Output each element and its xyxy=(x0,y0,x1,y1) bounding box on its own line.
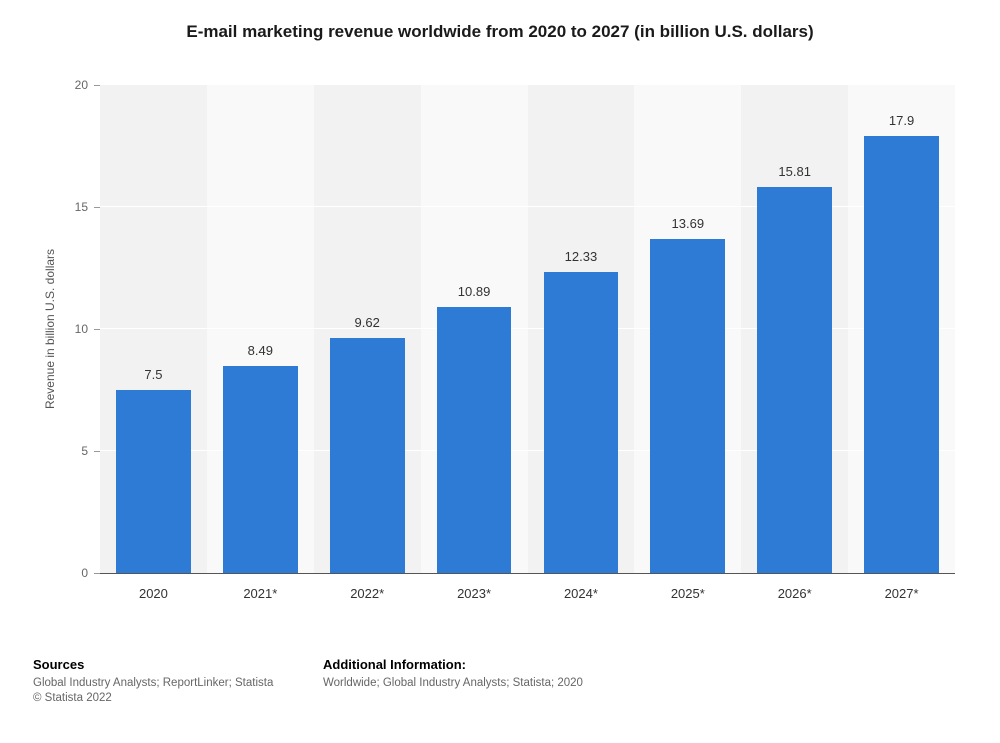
category-band: 9.62 xyxy=(313,85,421,573)
x-axis-label: 2027* xyxy=(884,586,919,601)
y-axis: 0 5 10 15 20 xyxy=(62,78,100,580)
category-band: 15.81 xyxy=(741,85,849,573)
bar-2027: 17.9 xyxy=(864,113,939,573)
bar-value-label: 15.81 xyxy=(778,164,811,180)
copyright-line: © Statista 2022 xyxy=(33,692,112,704)
y-tick-mark xyxy=(94,572,100,574)
x-axis-label: 2020 xyxy=(138,586,168,601)
y-tick-mark xyxy=(94,84,100,86)
chart-title: E-mail marketing revenue worldwide from … xyxy=(186,22,814,41)
category-band: 13.69 xyxy=(634,85,742,573)
bar-2026: 15.81 xyxy=(757,164,833,573)
category-band: 7.5 xyxy=(100,85,207,573)
bar-2024: 12.33 xyxy=(543,249,619,573)
bar-2021: 8.49 xyxy=(222,343,298,573)
y-tick-mark xyxy=(94,206,100,208)
bar-value-label: 10.89 xyxy=(457,284,491,300)
y-tick-label: 0 xyxy=(81,566,88,580)
y-tick-mark xyxy=(94,328,100,330)
bar-2020: 7.5 xyxy=(116,367,191,573)
bar-value-label: 8.49 xyxy=(247,342,273,358)
y-tick-label: 5 xyxy=(81,444,88,458)
bar-value-label: 17.9 xyxy=(888,113,915,129)
x-axis-labels: 2020 2021* 2022* 2023* 2024* 2025* 2026* 2027* xyxy=(100,586,955,601)
bar-2023: 10.89 xyxy=(436,284,512,573)
y-tick-label: 20 xyxy=(74,78,88,92)
category-band: 17.9 xyxy=(848,85,955,573)
bar-2025: 13.69 xyxy=(650,216,726,573)
category-band: 8.49 xyxy=(206,85,314,573)
y-axis-title: Revenue in billion U.S. dollars xyxy=(43,248,57,410)
x-axis-label: 2025* xyxy=(670,586,705,601)
additional-info-heading: Additional Information: xyxy=(323,657,466,672)
additional-info-block: Additional Information: Worldwide; Globa… xyxy=(323,657,583,692)
sources-heading: Sources xyxy=(33,657,85,672)
category-band: 10.89 xyxy=(420,85,528,573)
x-axis-label: 2024* xyxy=(563,586,598,601)
x-axis-label: 2021* xyxy=(243,586,278,601)
plot-area: 7.5 8.49 9.62 10.89 12.33 13.69 15.81 17.9 xyxy=(100,84,955,574)
x-axis-label: 2026* xyxy=(777,586,812,601)
y-tick-label: 10 xyxy=(74,322,88,336)
bar-value-label: 13.69 xyxy=(671,215,705,231)
y-tick-mark xyxy=(94,450,100,452)
sources-block: Sources Global Industry Analysts; Report… xyxy=(33,657,273,707)
additional-info-line: Worldwide; Global Industry Analysts; Sta… xyxy=(323,677,583,689)
bar-value-label: 9.62 xyxy=(354,315,380,331)
bar-value-label: 7.5 xyxy=(144,367,163,382)
bar-2022: 9.62 xyxy=(329,315,405,573)
y-tick-label: 15 xyxy=(74,200,88,214)
x-axis-label: 2022* xyxy=(350,586,385,601)
bar-value-label: 12.33 xyxy=(564,249,598,265)
sources-line: Global Industry Analysts; ReportLinker; … xyxy=(33,677,274,689)
category-band: 12.33 xyxy=(527,85,635,573)
x-axis-label: 2023* xyxy=(457,586,492,601)
